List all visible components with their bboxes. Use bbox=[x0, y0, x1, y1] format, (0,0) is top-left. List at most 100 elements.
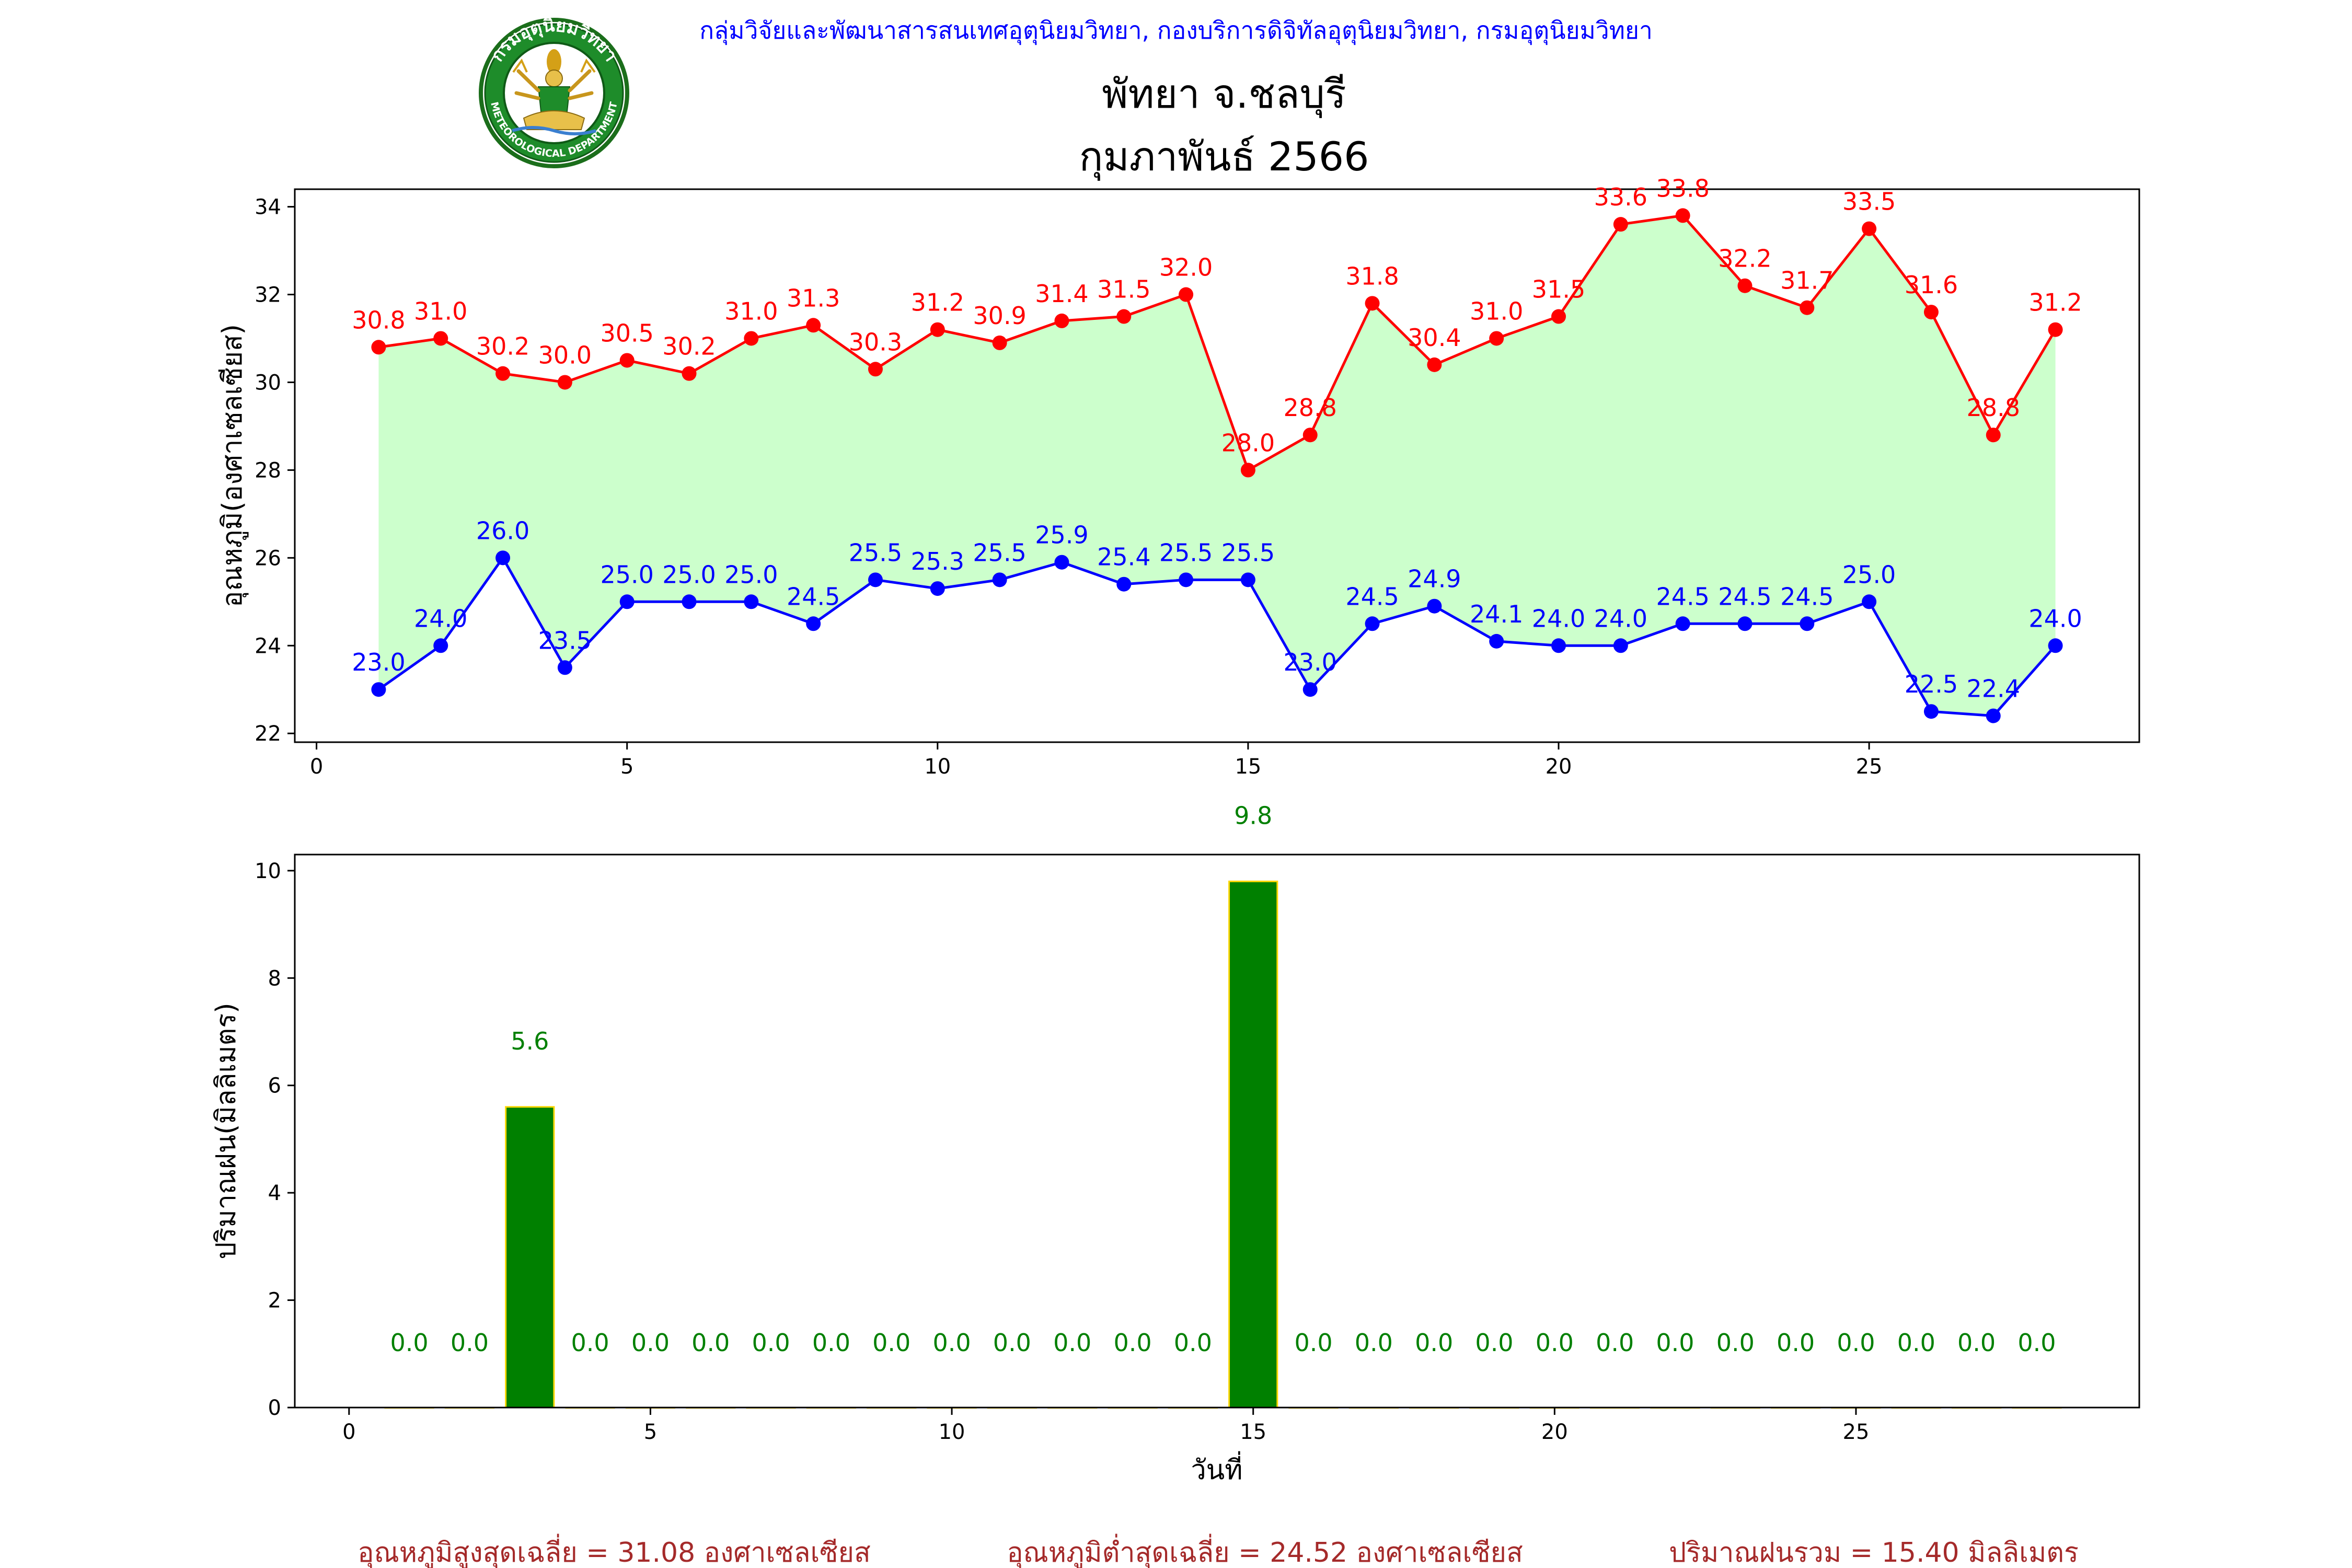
rain-bar-label: 0.0 bbox=[872, 1329, 910, 1357]
rain-bar bbox=[1228, 880, 1278, 1409]
temp-min-label: 24.5 bbox=[1780, 582, 1834, 610]
rain-y-tick-label: 6 bbox=[268, 1074, 281, 1098]
temp-min-point bbox=[1116, 577, 1132, 592]
temp-max-point bbox=[682, 366, 697, 381]
temp-max-label: 33.8 bbox=[1656, 174, 1709, 202]
rain-bar-label: 0.0 bbox=[1355, 1329, 1393, 1357]
temp-max-point bbox=[1986, 428, 2001, 443]
temp-x-tick-label: 10 bbox=[924, 755, 951, 779]
temp-min-point bbox=[1737, 616, 1753, 631]
temp-y-tick-label: 30 bbox=[255, 371, 281, 395]
rain-bar bbox=[505, 1106, 555, 1409]
temp-min-label: 24.5 bbox=[1656, 582, 1709, 610]
temp-min-point bbox=[495, 550, 511, 566]
temp-max-point bbox=[1923, 305, 1939, 320]
rain-x-tick-label: 20 bbox=[1541, 1420, 1568, 1444]
agency-header: กลุ่มวิจัยและพัฒนาสารสนเทศอุตุนิยมวิทยา,… bbox=[699, 16, 1653, 45]
temp-max-label: 28.8 bbox=[1967, 394, 2020, 422]
temp-min-label: 24.1 bbox=[1470, 600, 1523, 628]
rain-bar-label: 0.0 bbox=[1897, 1329, 1935, 1357]
temp-max-label: 28.8 bbox=[1284, 394, 1337, 422]
rainfall-chart: 0 5 10 15 20 25 0 2 4 6 8 10 0.0 0.0 5.6 0.0 0.0 0.0 0.0 0… bbox=[211, 801, 2140, 1486]
rain-bar-label: 0.0 bbox=[571, 1329, 609, 1357]
temp-min-label: 25.0 bbox=[1842, 560, 1896, 589]
temp-min-point bbox=[2048, 638, 2063, 653]
temp-y-tick-label: 24 bbox=[255, 634, 281, 658]
temp-min-point bbox=[619, 594, 635, 609]
temp-min-label: 23.5 bbox=[538, 626, 592, 654]
temp-max-point bbox=[1800, 300, 1815, 315]
temp-x-tick-label: 0 bbox=[310, 755, 323, 779]
temp-max-point bbox=[433, 331, 448, 346]
temp-max-point bbox=[1116, 309, 1132, 324]
temp-min-point bbox=[1675, 616, 1690, 631]
temp-max-label: 32.0 bbox=[1159, 253, 1213, 282]
temp-min-label: 25.9 bbox=[1035, 521, 1088, 549]
temp-min-label: 24.9 bbox=[1408, 565, 1461, 593]
temp-min-point bbox=[371, 682, 386, 697]
rain-bar-label: 0.0 bbox=[1536, 1329, 1574, 1357]
temp-max-label: 31.5 bbox=[1532, 275, 1585, 304]
temp-min-point bbox=[744, 594, 759, 609]
temp-min-point bbox=[868, 572, 883, 587]
temp-max-point bbox=[371, 340, 386, 355]
temp-min-label: 25.5 bbox=[973, 538, 1026, 567]
rain-bar-label: 0.0 bbox=[1294, 1329, 1332, 1357]
temp-max-label: 31.5 bbox=[1097, 275, 1150, 304]
temp-max-point bbox=[1862, 221, 1877, 236]
rain-bar-label: 0.0 bbox=[2017, 1329, 2056, 1357]
temp-min-label: 24.0 bbox=[414, 604, 467, 632]
summary-avg-min: อุณหภูมิต่ำสุดเฉลี่ย = 24.52 องศาเซลเซีย… bbox=[1007, 1534, 1523, 1568]
temp-min-label: 25.3 bbox=[911, 547, 964, 575]
temp-min-point bbox=[930, 581, 945, 596]
department-logo: กรมอุตุนิยมวิทยา METEOROLOGICAL DEPARTME… bbox=[479, 15, 629, 168]
temp-min-point bbox=[1427, 598, 1442, 614]
rain-y-tick-label: 2 bbox=[268, 1289, 281, 1313]
summary-avg-max: อุณหภูมิสูงสุดเฉลี่ย = 31.08 องศาเซลเซีย… bbox=[358, 1534, 871, 1568]
rain-bar-label: 5.6 bbox=[511, 1027, 549, 1055]
temp-y-axis-label: อุณหภูมิ(องศาเซลเซียส) bbox=[217, 324, 249, 607]
temp-max-label: 30.9 bbox=[973, 302, 1026, 330]
temp-max-point bbox=[744, 331, 759, 346]
temp-y-tick-label: 22 bbox=[255, 722, 281, 746]
temp-max-point bbox=[1489, 331, 1504, 346]
rain-y-tick-label: 8 bbox=[268, 966, 281, 990]
temp-min-label: 25.0 bbox=[724, 560, 778, 589]
temp-max-label: 31.4 bbox=[1035, 280, 1088, 308]
temp-max-label: 30.5 bbox=[600, 319, 653, 347]
rain-bar-label: 0.0 bbox=[932, 1329, 971, 1357]
temp-max-label: 31.6 bbox=[1905, 271, 1958, 299]
temp-min-label: 25.5 bbox=[849, 538, 902, 567]
temp-max-point bbox=[557, 375, 572, 390]
rain-bar-label: 0.0 bbox=[1837, 1329, 1875, 1357]
station-title: พัทยา จ.ชลบุรี bbox=[1102, 71, 1346, 118]
temp-max-point bbox=[1179, 287, 1194, 302]
temp-max-point bbox=[1551, 309, 1566, 324]
temp-min-point bbox=[1365, 616, 1380, 631]
temp-min-label: 25.0 bbox=[600, 560, 653, 589]
rain-plot-frame bbox=[294, 854, 2140, 1409]
rain-bar-label: 0.0 bbox=[1957, 1329, 1996, 1357]
temp-min-point bbox=[1240, 572, 1255, 587]
temp-min-point bbox=[1179, 572, 1194, 587]
temp-max-label: 32.2 bbox=[1718, 245, 1771, 273]
rain-bar-label: 0.0 bbox=[752, 1329, 790, 1357]
temp-min-point bbox=[1862, 594, 1877, 609]
temp-min-label: 25.5 bbox=[1221, 538, 1275, 567]
rain-bar-label: 0.0 bbox=[1596, 1329, 1634, 1357]
rain-x-axis-label: วันที่ bbox=[1191, 1451, 1242, 1486]
rain-bar-label: 0.0 bbox=[1415, 1329, 1453, 1357]
rain-x-tick-label: 15 bbox=[1240, 1420, 1266, 1444]
temp-max-label: 30.3 bbox=[849, 328, 902, 356]
temp-max-point bbox=[930, 322, 945, 337]
temp-min-label: 22.4 bbox=[1967, 675, 2020, 703]
temp-min-point bbox=[1551, 638, 1566, 653]
temp-min-point bbox=[806, 616, 821, 631]
temp-x-tick-label: 25 bbox=[1856, 755, 1883, 779]
rain-bar-label: 0.0 bbox=[691, 1329, 730, 1357]
temp-max-label: 30.8 bbox=[352, 306, 405, 334]
rain-bar-label: 0.0 bbox=[631, 1329, 670, 1357]
temp-max-label: 31.7 bbox=[1780, 267, 1834, 295]
temp-min-point bbox=[1054, 555, 1069, 570]
